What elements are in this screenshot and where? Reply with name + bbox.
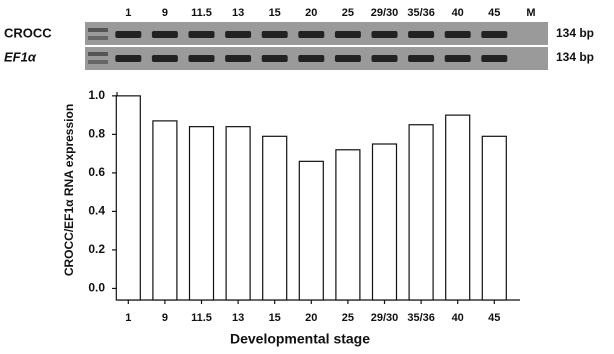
gel-band [408, 55, 434, 62]
gel-band [225, 55, 251, 62]
lane-label: M [526, 7, 535, 19]
x-tick-label: 20 [305, 312, 317, 324]
ladder-band [88, 28, 108, 32]
y-tick-label: 0.8 [88, 127, 105, 141]
band-size-label: 134 bp [556, 26, 594, 40]
ladder-band [88, 60, 108, 64]
y-tick-label: 0.6 [88, 165, 105, 179]
ladder-band [88, 52, 108, 56]
gel-band [262, 55, 288, 62]
bar [263, 136, 287, 300]
x-tick-label: 15 [269, 312, 281, 324]
lane-label: 25 [342, 7, 354, 19]
bar [373, 144, 397, 300]
gel-band [481, 31, 507, 38]
gel-band [298, 31, 324, 38]
y-tick-label: 1.0 [88, 88, 105, 102]
gel-row-label: CROCC [4, 25, 52, 40]
y-tick-label: 0.0 [88, 281, 105, 295]
figure: Developmental stage CROCC/EF1α RNA expre… [0, 0, 614, 354]
x-tick-label: 29/30 [371, 312, 399, 324]
x-tick-label: 25 [342, 312, 354, 324]
lane-label: 13 [232, 7, 244, 19]
gel-band [372, 31, 398, 38]
gel-band [225, 31, 251, 38]
lane-label: 35/36 [407, 7, 435, 19]
x-tick-label: 11.5 [191, 312, 212, 324]
x-tick-label: 9 [162, 312, 168, 324]
bar [153, 121, 177, 300]
y-tick-label: 0.2 [88, 242, 105, 256]
lane-label: 29/30 [371, 7, 399, 19]
gel-band [335, 55, 361, 62]
gel-band [115, 55, 141, 62]
gel-band [152, 31, 178, 38]
bar [482, 136, 506, 300]
bar [190, 127, 214, 300]
lane-label: 15 [269, 7, 281, 19]
lane-label: 40 [452, 7, 464, 19]
x-tick-label: 40 [452, 312, 464, 324]
bar [226, 127, 250, 300]
bar [409, 125, 433, 300]
x-tick-label: 13 [232, 312, 244, 324]
gel-band [445, 31, 471, 38]
ladder-band [88, 36, 108, 40]
gel-band [335, 31, 361, 38]
bar [299, 161, 323, 300]
gel-band [481, 55, 507, 62]
gel-band [189, 55, 215, 62]
x-tick-label: 35/36 [407, 312, 435, 324]
band-size-label: 134 bp [556, 50, 594, 64]
gel-band [372, 55, 398, 62]
bar [336, 150, 360, 300]
gel-band [445, 55, 471, 62]
gel-row-label: EF1α [4, 49, 37, 64]
lane-label: 9 [162, 7, 168, 19]
lane-label: 45 [488, 7, 500, 19]
gel-band [262, 31, 288, 38]
gel-band [115, 31, 141, 38]
lane-label: 20 [305, 7, 317, 19]
y-tick-label: 0.4 [88, 204, 105, 218]
x-tick-label: 1 [125, 312, 131, 324]
lane-label: 11.5 [191, 7, 212, 19]
gel-band [408, 31, 434, 38]
x-axis-label: Developmental stage [230, 331, 370, 347]
bar [116, 96, 140, 300]
gel-band [298, 55, 324, 62]
bar [446, 115, 470, 300]
x-tick-label: 45 [488, 312, 500, 324]
gel-band [152, 55, 178, 62]
lane-label: 1 [125, 7, 131, 19]
gel-band [189, 31, 215, 38]
y-axis-label: CROCC/EF1α RNA expression [62, 104, 76, 276]
